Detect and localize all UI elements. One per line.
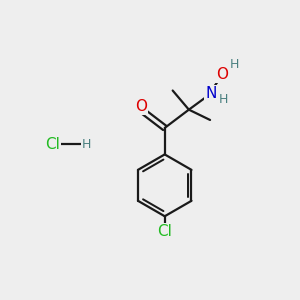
Text: O: O [135,99,147,114]
Text: Cl: Cl [157,224,172,239]
Text: O: O [216,67,228,82]
Text: Cl: Cl [45,136,60,152]
Text: H: H [230,58,239,70]
Text: H: H [82,138,92,151]
Text: H: H [219,93,228,106]
Text: N: N [205,86,217,101]
